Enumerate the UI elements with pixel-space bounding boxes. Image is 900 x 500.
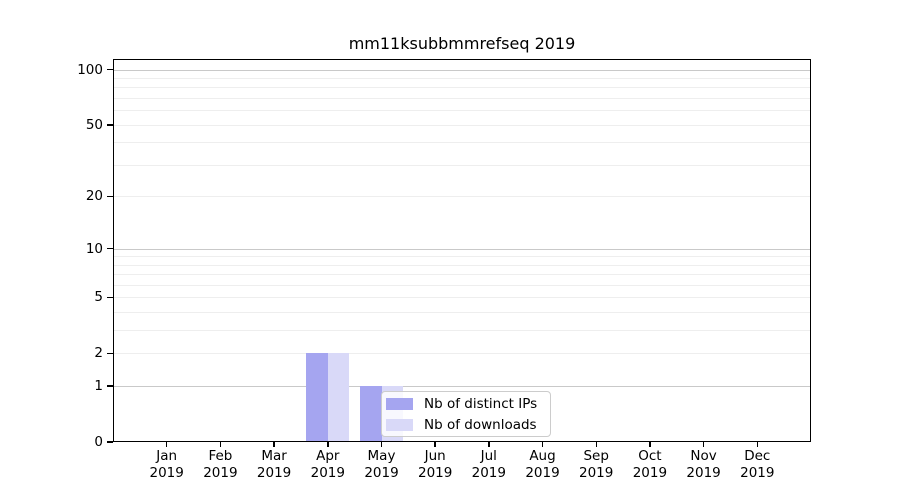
x-tick-mark-oct: [649, 442, 651, 447]
x-tick-mark-jun: [434, 442, 436, 447]
chart-title: mm11ksubbmmrefseq 2019: [348, 34, 576, 53]
legend-label-downloads: Nb of downloads: [424, 416, 537, 433]
x-tick-mark-sep: [595, 442, 597, 447]
x-tick-year-jun: 2019: [418, 465, 453, 481]
x-tick-mark-jan: [165, 442, 168, 447]
y-tick-mark-20: [106, 195, 113, 198]
y-tick-mark-50: [106, 124, 113, 126]
x-tick-label-jan: Jan 2019: [127, 448, 207, 482]
x-tick-mark-mar: [273, 442, 275, 447]
y-tick-label-0: 0: [94, 434, 103, 450]
y-gridline-major-1: [113, 386, 811, 388]
y-tick-mark-100: [106, 68, 113, 71]
x-tick-label-feb: Feb 2019: [180, 448, 260, 482]
x-tick-year-jan: 2019: [149, 465, 184, 481]
y-tick-label-20: 20: [85, 188, 103, 205]
x-tick-label-nov: Nov 2019: [664, 448, 744, 482]
x-tick-label-sep: Sep 2019: [556, 448, 636, 482]
bar-downloads-apr: [327, 353, 350, 442]
legend: Nb of distinct IPs Nb of downloads: [381, 391, 551, 437]
x-tick-mark-apr: [327, 442, 329, 447]
x-tick-mark-aug: [541, 442, 544, 447]
y-tick-mark-0: [106, 441, 113, 443]
y-tick-label-100: 100: [77, 61, 103, 78]
y-gridline-minor-2: [113, 353, 811, 355]
legend-entry-distinct-ips: Nb of distinct IPs: [386, 395, 544, 412]
y-gridline-minor-40: [113, 142, 811, 144]
legend-entry-downloads: Nb of downloads: [386, 416, 544, 433]
x-tick-label-dec: Dec 2019: [717, 448, 797, 482]
legend-swatch-downloads: [386, 418, 413, 431]
y-gridline-major-10: [113, 248, 811, 250]
y-tick-mark-10: [106, 247, 113, 250]
legend-label-distinct-ips: Nb of distinct IPs: [424, 395, 538, 412]
y-gridline-minor-6: [113, 285, 811, 286]
x-tick-mark-jul: [488, 442, 490, 447]
x-tick-label-jun: Jun 2019: [395, 448, 475, 482]
y-gridline-minor-70: [113, 98, 811, 99]
x-tick-year-apr: 2019: [310, 465, 345, 481]
y-tick-label-50: 50: [85, 116, 103, 133]
y-gridline-minor-50: [113, 124, 811, 126]
x-tick-mark-nov: [702, 442, 705, 447]
x-tick-year-may: 2019: [364, 465, 399, 481]
y-gridline-minor-3: [113, 330, 811, 332]
bar-distinct_ips-may: [360, 386, 382, 442]
x-tick-year-sep: 2019: [579, 465, 614, 481]
x-tick-year-mar: 2019: [256, 465, 292, 481]
x-tick-mark-dec: [756, 442, 759, 447]
x-tick-year-dec: 2019: [740, 465, 775, 481]
legend-swatch-distinct-ips: [386, 397, 413, 410]
y-gridline-minor-5: [113, 297, 811, 299]
x-tick-year-aug: 2019: [525, 465, 560, 481]
x-tick-label-aug: Aug 2019: [503, 448, 583, 482]
y-gridline-minor-20: [113, 196, 811, 198]
y-tick-mark-2: [106, 352, 113, 355]
plot-area: Nb of distinct IPs Nb of downloads: [113, 59, 811, 442]
y-gridline-minor-4: [113, 312, 811, 314]
y-tick-mark-5: [106, 296, 113, 299]
y-gridline-major-100: [113, 69, 811, 71]
x-tick-year-feb: 2019: [203, 465, 238, 481]
y-tick-label-1: 1: [94, 378, 103, 395]
x-tick-label-may: May 2019: [342, 448, 422, 482]
y-tick-label-10: 10: [85, 240, 103, 257]
axes-spine: [113, 59, 811, 442]
x-tick-year-oct: 2019: [632, 465, 668, 481]
bar-distinct_ips-apr: [306, 353, 328, 442]
x-tick-year-nov: 2019: [686, 465, 721, 481]
y-gridline-minor-30: [113, 164, 811, 166]
x-tick-label-jul: Jul 2019: [449, 448, 529, 482]
y-gridline-minor-80: [113, 87, 811, 89]
x-tick-label-apr: Apr 2019: [288, 448, 368, 482]
y-gridline-minor-7: [113, 274, 811, 276]
y-tick-label-5: 5: [94, 289, 103, 306]
y-gridline-minor-90: [113, 78, 811, 79]
y-gridline-minor-60: [113, 110, 811, 112]
y-gridline-minor-8: [113, 264, 811, 266]
y-gridline-minor-9: [113, 256, 811, 258]
x-tick-mark-may: [380, 442, 383, 447]
x-tick-mark-feb: [219, 442, 222, 447]
x-tick-year-jul: 2019: [471, 465, 506, 481]
x-tick-label-mar: Mar 2019: [234, 448, 314, 482]
y-tick-label-2: 2: [94, 345, 103, 362]
x-tick-label-oct: Oct 2019: [610, 448, 690, 482]
y-tick-mark-1: [106, 385, 113, 387]
